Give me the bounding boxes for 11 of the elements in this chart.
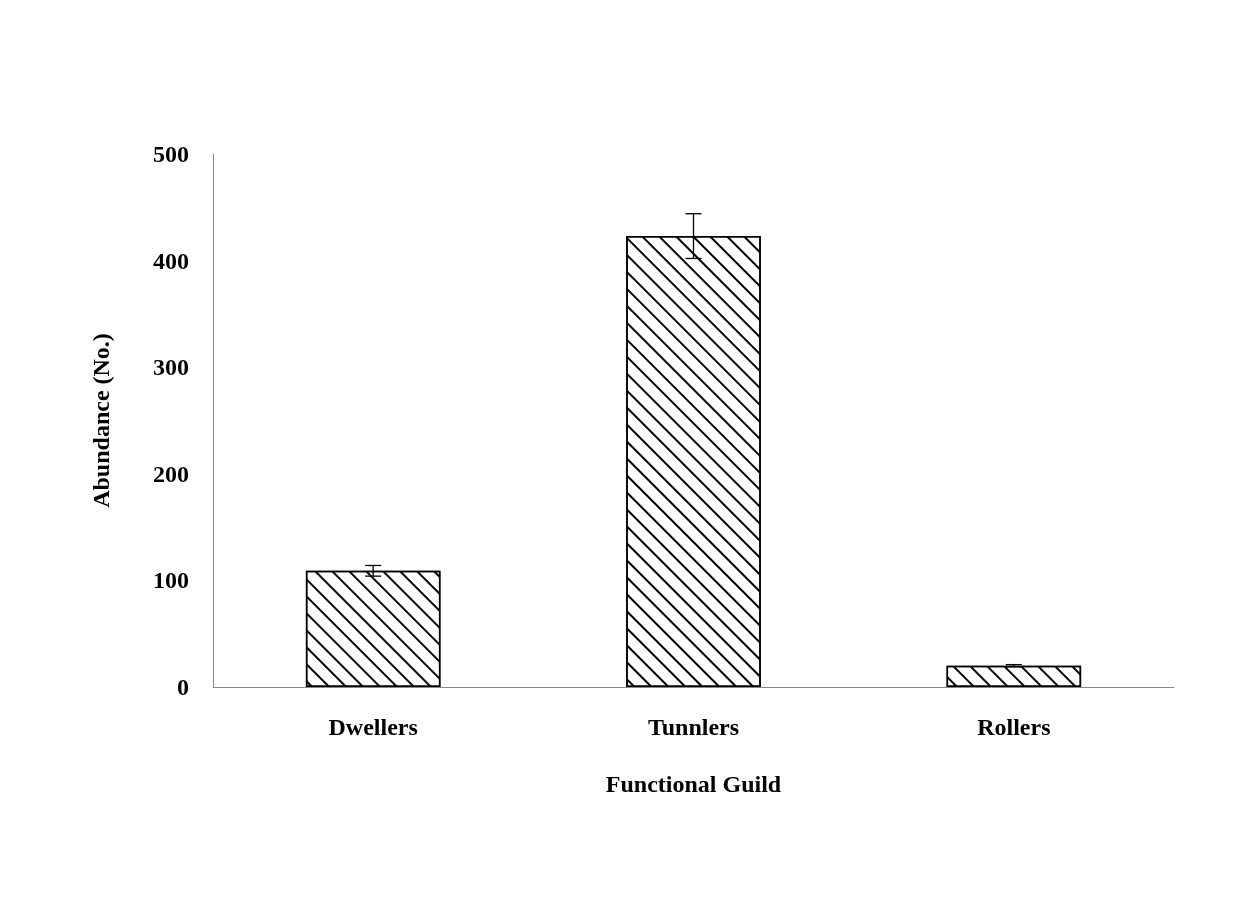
y-tick-label: 300 xyxy=(153,354,189,381)
y-tick-label: 500 xyxy=(153,141,189,167)
x-tick-label: Rollers xyxy=(977,714,1051,740)
y-axis-title: Abundance (No.) xyxy=(88,333,114,508)
x-tick-label: Tunnlers xyxy=(647,714,740,740)
y-tick-label: 0 xyxy=(177,674,189,700)
y-tick-label: 200 xyxy=(153,460,189,487)
x-axis-title: Functional Guild xyxy=(605,771,782,797)
y-tick-label: 400 xyxy=(153,247,189,274)
x-tick-label: Dwellers xyxy=(328,714,418,740)
y-tick-label: 100 xyxy=(153,567,189,594)
